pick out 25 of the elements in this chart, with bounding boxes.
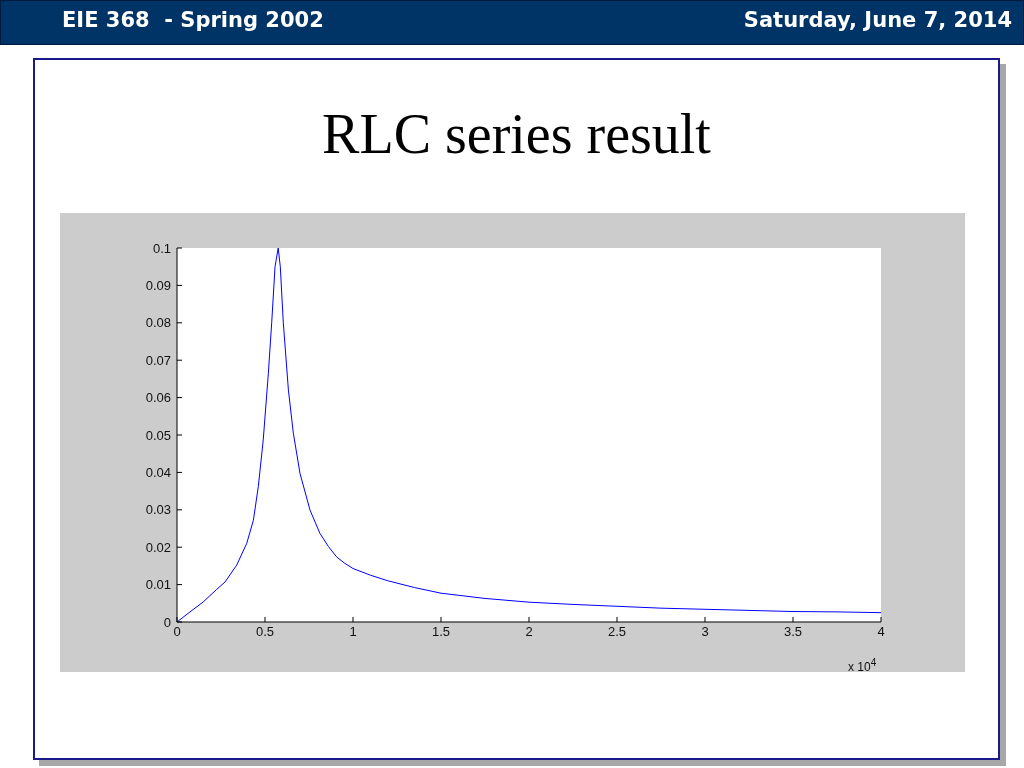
y-tick-label: 0.05 — [145, 427, 171, 443]
y-tick-label: 0.08 — [145, 315, 171, 331]
y-tick-label: 0.03 — [145, 502, 171, 518]
chart-title: RLC series result — [321, 102, 712, 166]
y-tick-label: 0.09 — [145, 278, 171, 294]
x-tick-label: 4 — [877, 624, 885, 640]
text: x 10$^{4}$ — [848, 656, 877, 676]
y-tick-label: 0.07 — [145, 352, 171, 368]
text: EIE 368 - Spring 2002 — [62, 7, 324, 33]
y-tick-label: 0.06 — [145, 390, 171, 406]
line-series — [177, 248, 881, 622]
y-tick-label: 0 — [163, 614, 171, 630]
text: Saturday, June 7, 2014 — [743, 7, 1012, 33]
x-tick-label: 3 — [701, 624, 709, 640]
x-tick-label: 1.5 — [431, 624, 451, 640]
x-tick-label: 2 — [525, 624, 533, 640]
y-tick-label: 0.04 — [145, 465, 171, 481]
x-tick-label: 1 — [349, 624, 357, 640]
x-tick-label: 0.5 — [255, 624, 275, 640]
y-tick-label: 0.01 — [145, 577, 171, 593]
y-tick-label: 0.02 — [145, 539, 171, 555]
x-tick-label: 3.5 — [783, 624, 803, 640]
y-tick-label: 0.1 — [152, 240, 171, 256]
x-tick-label: 2.5 — [607, 624, 627, 640]
x-tick-label: 0 — [173, 624, 181, 640]
